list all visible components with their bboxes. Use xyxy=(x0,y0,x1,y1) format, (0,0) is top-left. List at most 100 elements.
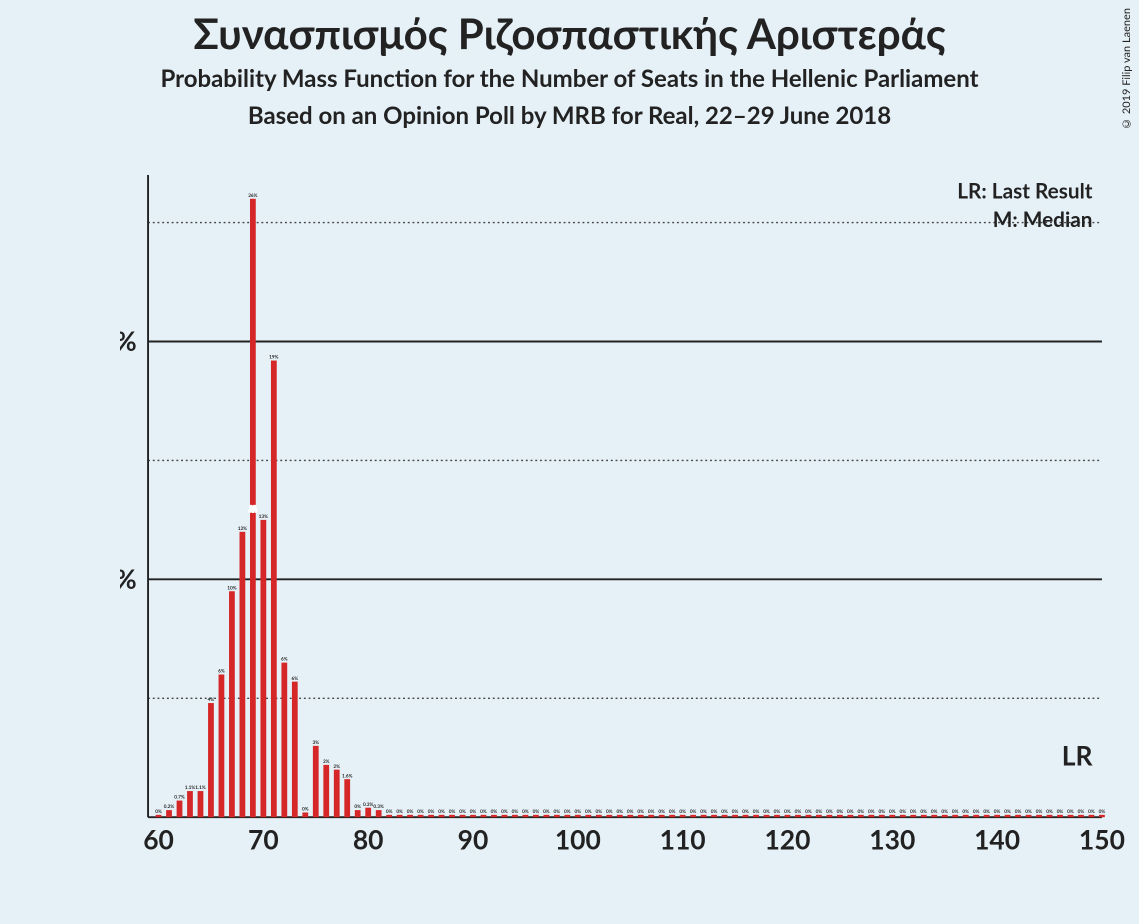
bar xyxy=(428,815,434,817)
bar xyxy=(942,815,948,817)
bar-label: 12% xyxy=(238,526,247,532)
bar-label: 19% xyxy=(269,355,278,361)
bar xyxy=(187,791,193,817)
bar xyxy=(816,815,822,817)
bar xyxy=(753,815,759,817)
bar-label: 2% xyxy=(333,764,340,770)
bar xyxy=(1089,815,1095,817)
bar xyxy=(460,815,466,817)
bar-label: 0% xyxy=(354,804,361,810)
bar-label: 0% xyxy=(396,809,403,815)
bar xyxy=(323,765,329,817)
bar xyxy=(575,815,581,817)
bar-label: 0% xyxy=(501,809,508,815)
bar xyxy=(1057,815,1063,817)
bar-label: 0% xyxy=(941,809,948,815)
bar xyxy=(1047,815,1053,817)
bar-label: 0% xyxy=(155,809,162,815)
bar xyxy=(386,815,392,817)
chart-subtitle-2: Based on an Opinion Poll by MRB for Real… xyxy=(0,101,1139,130)
bar-label: 0% xyxy=(763,809,770,815)
bar xyxy=(879,815,885,817)
x-tick-label: 130 xyxy=(869,823,915,855)
bar-label: 0% xyxy=(1025,809,1032,815)
bar-label: 2% xyxy=(323,759,330,765)
bar-label: 0% xyxy=(700,809,707,815)
bar-label: 0.3% xyxy=(373,804,384,810)
bar xyxy=(648,815,654,817)
bar xyxy=(512,815,518,817)
bar xyxy=(208,703,214,817)
x-tick-label: 150 xyxy=(1079,823,1125,855)
bar-label: 6% xyxy=(218,669,225,675)
x-tick-label: 110 xyxy=(660,823,706,855)
bar xyxy=(344,779,350,817)
bar-label: 4% xyxy=(208,697,215,703)
bar-label: 0% xyxy=(491,809,498,815)
bar-label: 26% xyxy=(248,193,257,199)
bar xyxy=(858,815,864,817)
bar-label: 0% xyxy=(910,809,917,815)
bar xyxy=(900,815,906,817)
bar-label: 0.3% xyxy=(363,802,374,808)
bar-label: 0% xyxy=(554,809,561,815)
bar-label: 0% xyxy=(847,809,854,815)
bar xyxy=(1026,815,1032,817)
bar-label: 0% xyxy=(1057,809,1064,815)
bar xyxy=(1099,815,1105,817)
bar xyxy=(481,815,487,817)
bar xyxy=(659,815,665,817)
bar xyxy=(732,815,738,817)
bar xyxy=(533,815,539,817)
bar-label: 0% xyxy=(858,809,865,815)
bar-label: 0% xyxy=(407,809,414,815)
bar xyxy=(931,815,937,817)
bar-label: 0% xyxy=(679,809,686,815)
bar-label: 0% xyxy=(837,809,844,815)
bar-label: 0% xyxy=(931,809,938,815)
bar-label: 0% xyxy=(1036,809,1043,815)
bar-label: 0% xyxy=(606,809,613,815)
bar-label: 0% xyxy=(585,809,592,815)
bar xyxy=(292,682,298,818)
bar-label: 0% xyxy=(459,809,466,815)
bar-label: 0% xyxy=(648,809,655,815)
bar xyxy=(785,815,791,817)
bar xyxy=(1015,815,1021,817)
bar xyxy=(418,815,424,817)
chart-svg: 0%0.2%0.7%1.1%1.1%4%6%10%12%26%13%19%6%6… xyxy=(120,175,1130,855)
bar xyxy=(1005,815,1011,817)
bar-label: 0% xyxy=(1099,809,1106,815)
bar-label: 0.7% xyxy=(174,795,185,801)
bar xyxy=(166,810,172,817)
bar-label: 0% xyxy=(637,809,644,815)
bar xyxy=(397,815,403,817)
bar xyxy=(229,591,235,817)
bar-label: 0% xyxy=(595,809,602,815)
bar xyxy=(271,361,277,818)
bar xyxy=(910,815,916,817)
bar-label: 0% xyxy=(470,809,477,815)
bar-label: 0% xyxy=(879,809,886,815)
bar-label: 0% xyxy=(784,809,791,815)
bar xyxy=(889,815,895,817)
bar-label: 0% xyxy=(994,809,1001,815)
x-tick-label: 100 xyxy=(555,823,601,855)
bar xyxy=(847,815,853,817)
bar xyxy=(638,815,644,817)
bar xyxy=(669,815,675,817)
bar-label: 0% xyxy=(543,809,550,815)
bar-label: 0% xyxy=(1015,809,1022,815)
bar xyxy=(544,815,550,817)
chart-subtitle-1: Probability Mass Function for the Number… xyxy=(0,64,1139,93)
bar xyxy=(260,520,266,817)
bar-label: 0% xyxy=(449,809,456,815)
copyright-text: © 2019 Filip van Laenen xyxy=(1120,8,1133,130)
bar-label: 0% xyxy=(816,809,823,815)
bar-label: 1.1% xyxy=(185,785,196,791)
bar xyxy=(554,815,560,817)
bar xyxy=(523,815,529,817)
bar-label: 0% xyxy=(868,809,875,815)
bar xyxy=(984,815,990,817)
bar xyxy=(334,770,340,818)
